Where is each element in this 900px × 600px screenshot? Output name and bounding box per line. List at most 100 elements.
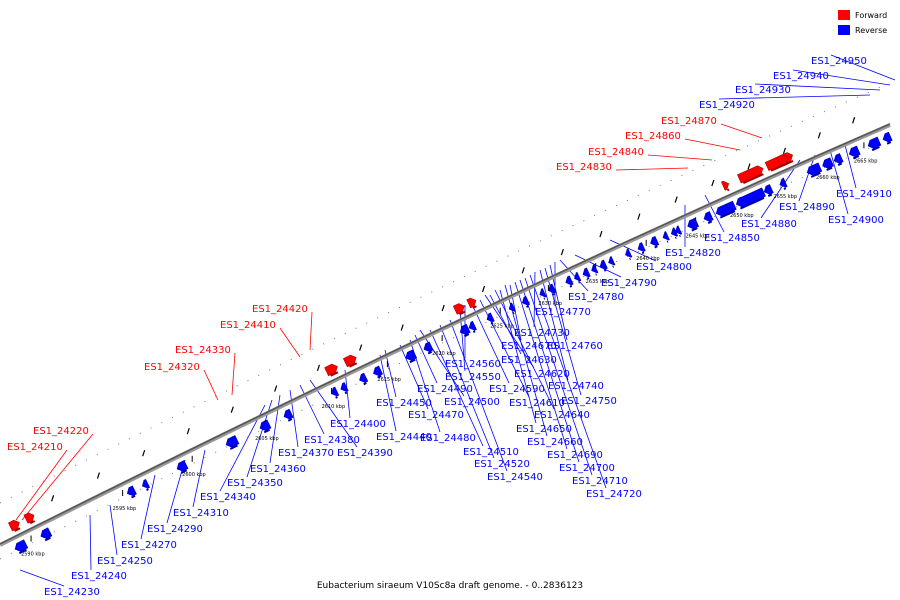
leader-line xyxy=(499,289,537,424)
leader-line xyxy=(109,504,118,556)
forward-gene-label: ES1_24830 xyxy=(556,162,612,173)
reverse-gene-label: ES1_24660 xyxy=(527,437,583,448)
feature-tick xyxy=(230,406,234,413)
forward-gene-label: ES1_24320 xyxy=(144,362,200,373)
reverse-gene-label: ES1_24710 xyxy=(572,476,628,487)
leader-line xyxy=(379,354,397,432)
gene-shadow xyxy=(512,311,515,315)
gene-forward xyxy=(324,363,339,377)
leader-line xyxy=(231,352,236,396)
reverse-gene-label: ES1_24380 xyxy=(304,435,360,446)
gene-body xyxy=(721,180,730,191)
leader-line xyxy=(529,274,607,489)
leader-line xyxy=(192,449,206,508)
gene-body xyxy=(259,419,272,431)
reverse-gene-label: ES1_24310 xyxy=(173,508,229,519)
gene-reverse xyxy=(565,275,574,288)
gene-shadow xyxy=(409,358,416,364)
gene-body xyxy=(625,248,633,258)
gene-shadow xyxy=(837,162,843,166)
feature-tick xyxy=(711,179,715,187)
gene-reverse xyxy=(608,256,616,268)
leader-line xyxy=(384,349,397,398)
gene-reverse xyxy=(126,485,137,499)
gene-forward xyxy=(342,354,358,368)
feature-tick xyxy=(441,304,445,312)
leader-line xyxy=(720,123,763,139)
gene-body xyxy=(687,217,700,230)
leader-line xyxy=(830,54,896,81)
reverse-gene-label: ES1_24920 xyxy=(699,100,755,111)
reverse-gene-label: ES1_24510 xyxy=(463,447,519,458)
gene-body xyxy=(225,435,240,448)
gene-reverse xyxy=(599,259,608,272)
ruler-tick-label: 2620 kbp xyxy=(432,351,456,357)
gene-body xyxy=(822,157,834,169)
gene-body xyxy=(776,154,789,166)
leader-line xyxy=(609,239,657,262)
feature-tick xyxy=(481,285,486,293)
gene-reverse xyxy=(486,312,495,325)
leader-line xyxy=(829,149,849,215)
reverse-gene-label: ES1_24800 xyxy=(636,262,692,273)
gene-forward xyxy=(452,303,466,316)
gene-body xyxy=(548,283,557,294)
gene-shadow xyxy=(363,382,367,386)
gene-body xyxy=(423,341,434,353)
gene-shadow xyxy=(472,330,476,333)
feature-tick xyxy=(560,248,564,256)
reverse-gene-label: ES1_24250 xyxy=(97,556,153,567)
gene-body xyxy=(452,303,465,315)
reverse-gene-label: ES1_24230 xyxy=(44,587,100,598)
gene-shadow xyxy=(287,418,293,422)
gene-body xyxy=(342,354,357,368)
gene-body xyxy=(359,372,369,383)
leader-line xyxy=(399,344,429,410)
gene-shadow xyxy=(526,305,529,308)
gene-shadow xyxy=(742,173,764,185)
reverse-gene-label: ES1_24350 xyxy=(227,478,283,489)
gene-shadow xyxy=(871,146,880,152)
reverse-gene-label: ES1_24610 xyxy=(509,398,565,409)
gene-body xyxy=(608,256,616,266)
gene-body xyxy=(763,184,774,195)
leader-line xyxy=(439,324,495,459)
gene-reverse xyxy=(373,365,384,379)
reverse-gene-label: ES1_24590 xyxy=(489,384,545,395)
gene-reverse xyxy=(548,283,557,296)
gene-shadow xyxy=(349,362,358,368)
gene-reverse xyxy=(340,382,349,395)
reverse-gene-label: ES1_24490 xyxy=(417,384,473,395)
reverse-gene-label: ES1_24910 xyxy=(836,189,892,200)
ruler-tick-label: 2640 kbp xyxy=(636,256,660,262)
gene-body xyxy=(565,275,574,286)
gene-reverse xyxy=(40,527,53,542)
gene-shadow xyxy=(131,494,136,499)
gene-body xyxy=(882,131,893,143)
gene-shadow xyxy=(229,444,238,450)
gene-body xyxy=(324,363,338,377)
gene-body xyxy=(8,519,20,532)
gene-reverse xyxy=(591,263,599,276)
leader-line xyxy=(15,449,68,521)
legend-label: Forward xyxy=(855,11,887,20)
legend-swatch xyxy=(838,10,850,20)
gene-body xyxy=(662,231,670,241)
leader-line xyxy=(419,329,465,397)
gene-reverse xyxy=(625,248,633,260)
leader-line xyxy=(21,433,94,521)
gene-reverse xyxy=(459,323,471,338)
gene-reverse xyxy=(662,231,670,243)
gene-shadow xyxy=(612,265,615,268)
gene-body xyxy=(508,302,516,312)
gene-body xyxy=(459,323,471,335)
gene-shadow xyxy=(344,391,348,395)
reverse-gene-label: ES1_24340 xyxy=(200,492,256,503)
gene-body xyxy=(466,297,477,309)
gene-shadow xyxy=(569,284,573,288)
reverse-gene-label: ES1_24930 xyxy=(735,85,791,96)
gene-shadow xyxy=(463,333,470,338)
reverse-gene-label: ES1_24630 xyxy=(501,355,557,366)
reverse-gene-label: ES1_24790 xyxy=(601,278,657,289)
gene-shadow xyxy=(335,396,338,399)
